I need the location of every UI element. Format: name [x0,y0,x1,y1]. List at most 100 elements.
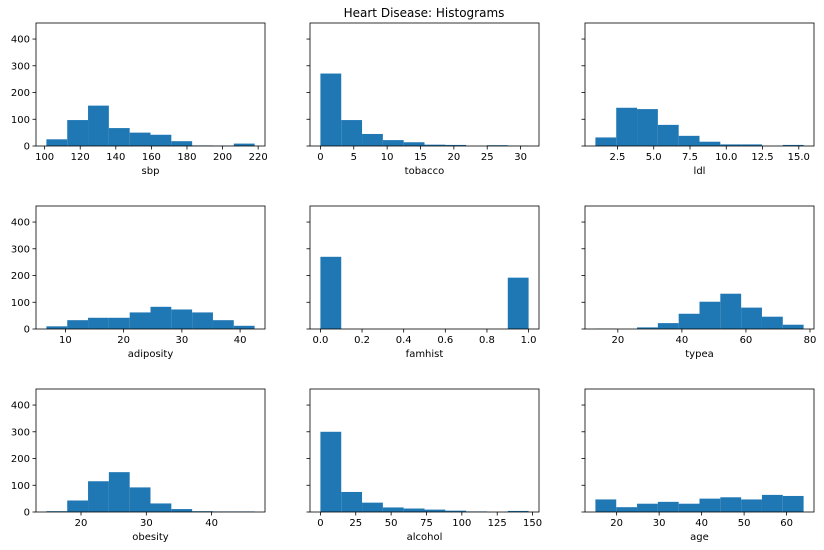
bar [637,327,658,329]
bar [595,137,617,146]
bar [171,509,193,512]
x-tick-label: 40 [695,518,708,529]
bar [507,510,529,512]
y-tick-label: 400 [11,401,30,412]
bar [88,481,109,512]
x-tick-label: 0.4 [396,335,412,346]
bar [741,499,762,512]
x-axis-label: famhist [406,349,444,360]
bar [46,511,68,512]
bar [403,142,425,146]
x-tick-label: 30 [175,335,188,346]
x-tick-label: 25 [349,518,362,529]
axes-frame [584,22,815,147]
bar [424,144,446,146]
bar [782,144,804,146]
x-tick-label: 5 [351,152,357,163]
x-axis-label: ldl [694,166,706,177]
x-tick-label: 125 [488,518,507,529]
x-tick-label: 15 [414,152,427,163]
bar [362,502,383,512]
x-tick-label: 10 [59,335,72,346]
bar [171,309,193,329]
bar [108,317,130,329]
bar [637,109,658,146]
x-tick-label: 180 [177,152,196,163]
bar [362,133,383,146]
bar [46,326,68,329]
x-tick-label: 100 [35,152,54,163]
bar [46,139,68,146]
x-axis-label: age [690,532,709,543]
bar [720,497,742,512]
bar [616,107,638,146]
bar [150,134,172,146]
bar [445,144,467,146]
bar [403,508,425,512]
x-tick-label: 20 [610,518,623,529]
bar [720,144,742,146]
bar [192,312,213,329]
bar [424,509,446,512]
bar [88,105,109,146]
x-axis-label: obesity [132,532,169,543]
y-tick-label: 400 [11,218,30,229]
bar [233,143,255,146]
x-tick-label: 80 [804,335,817,346]
axes-frame [309,388,540,513]
y-tick-label: 0 [24,325,30,336]
x-tick-label: 15.0 [788,152,810,163]
x-tick-label: 220 [249,152,268,163]
x-tick-label: 20 [447,152,460,163]
x-tick-label: 40 [234,335,247,346]
x-tick-label: 40 [205,518,218,529]
x-tick-label: 7.5 [682,152,698,163]
bar [67,500,89,512]
bar [507,277,529,329]
y-tick-label: 0 [24,142,30,153]
bar [616,507,638,512]
x-tick-label: 0.6 [437,335,453,346]
y-tick-label: 300 [11,61,30,72]
x-tick-label: 0 [317,518,323,529]
x-tick-label: 20 [117,335,130,346]
bar [320,256,342,329]
bar [637,503,658,512]
axes-frame [35,205,266,330]
bar [129,487,151,512]
bar [657,323,679,329]
bar [67,320,89,329]
y-tick-label: 0 [24,508,30,519]
bar [678,313,700,329]
x-tick-label: 10.0 [715,152,737,163]
x-tick-label: 10 [381,152,394,163]
x-tick-label: 60 [740,335,753,346]
bar [320,73,342,146]
bar [150,503,172,512]
bar [129,132,151,146]
bar [108,472,130,512]
bar [782,324,804,329]
bar [657,501,679,512]
x-tick-label: 5.0 [646,152,662,163]
bar [699,141,721,146]
x-axis-label: typea [685,349,713,360]
x-tick-label: 120 [71,152,90,163]
x-tick-label: 12.5 [751,152,773,163]
x-tick-label: 30 [140,518,153,529]
bar [171,141,193,146]
y-tick-label: 300 [11,244,30,255]
x-tick-label: 20 [611,335,624,346]
x-tick-label: 0.2 [354,335,370,346]
bar [192,511,213,512]
bar [678,135,700,146]
x-tick-label: 75 [420,518,433,529]
bar [741,144,762,146]
bar [382,140,404,146]
bar [341,120,363,146]
bar [233,325,255,329]
x-tick-label: 200 [213,152,232,163]
bar [320,431,342,512]
